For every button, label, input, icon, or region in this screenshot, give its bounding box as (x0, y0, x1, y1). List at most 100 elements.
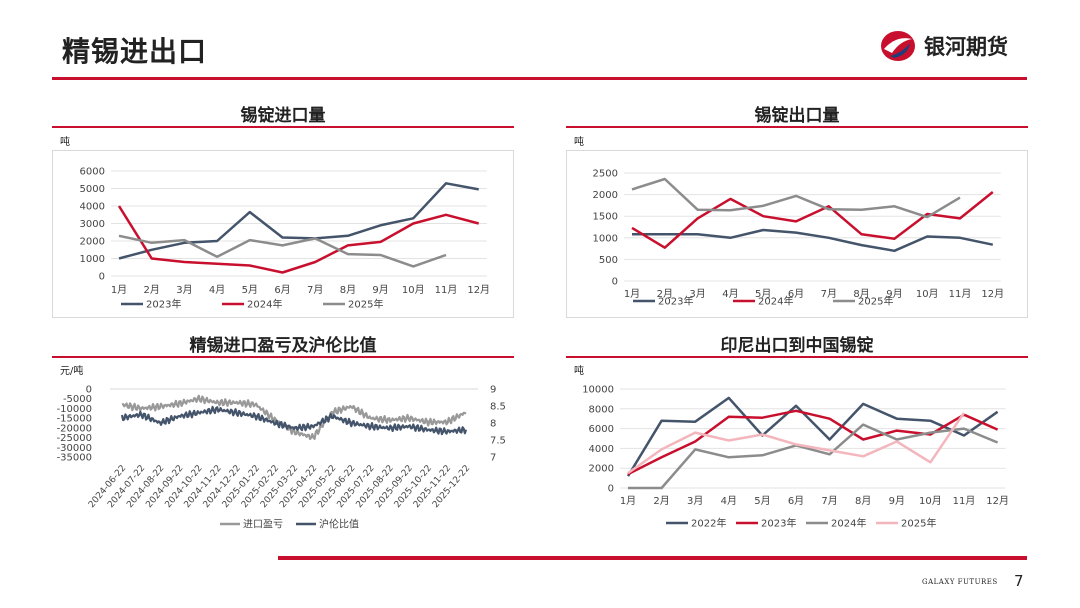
x-tick-label: 6月 (788, 495, 804, 507)
x-tick-label: 5月 (754, 495, 770, 507)
y-tick-label: 0 (608, 484, 614, 495)
panel-divider (566, 356, 1028, 358)
x-tick-label: 2月 (657, 288, 673, 300)
legend-label: 2024年 (831, 517, 866, 530)
y-tick-label: 0 (86, 385, 92, 396)
x-tick-label: 10月 (402, 284, 425, 296)
unit-label: 吨 (574, 366, 584, 377)
series-line-2023年 (118, 182, 479, 260)
footer-brand: GALAXY FUTURES (922, 578, 998, 586)
y2-tick-label: 9 (490, 385, 496, 396)
x-tick-label: 8月 (853, 288, 869, 300)
x-tick-label: 5月 (755, 288, 771, 300)
brand-name: 银河期货 (924, 35, 1008, 59)
x-tick-label: 8月 (855, 495, 871, 507)
y-tick-label: 2500 (593, 169, 618, 180)
y-tick-label: 1500 (593, 212, 618, 223)
y-tick-label: 8000 (589, 404, 614, 415)
x-tick-label: 6月 (788, 288, 804, 300)
x-tick-label: 7月 (821, 288, 837, 300)
x-tick-label: 3月 (176, 284, 192, 296)
legend-label: 2023年 (761, 517, 796, 530)
y-tick-label: -5000 (63, 394, 92, 405)
x-tick-label: 12月 (467, 284, 490, 296)
x-tick-label: 1月 (624, 288, 640, 300)
series-line-沪伦比值 (120, 405, 468, 436)
y2-tick-label: 8 (490, 419, 496, 430)
panel-divider (52, 126, 514, 128)
legend-label: 2025年 (348, 298, 383, 311)
panel-title-import: 锡锭进口量 (240, 106, 326, 126)
panel-divider (566, 126, 1028, 128)
chart-import-container: 0 1000 2000 3000 4000 5000 6000 1月 2月 3月 4月 5月 6月 7月 8… (52, 150, 514, 318)
x-tick-label: 4月 (209, 284, 225, 296)
y-tick-label: 1000 (80, 254, 105, 265)
unit-label: 元/吨 (60, 366, 84, 377)
y-tick-label: 6000 (589, 424, 614, 435)
legend-label: 2024年 (758, 295, 793, 308)
legend-label: 进口盈亏 (243, 519, 283, 531)
series-line-2025年 (118, 234, 447, 268)
legend-label: 2022年 (691, 517, 726, 530)
legend-label: 沪伦比值 (319, 518, 359, 531)
unit-label: 吨 (574, 137, 584, 148)
x-tick-label: 7月 (307, 284, 323, 296)
y-tick-label: 0 (99, 272, 105, 283)
x-tick-label: 3月 (689, 288, 705, 300)
x-tick-label: 12月 (981, 288, 1004, 300)
y2-tick-label: 8.5 (490, 402, 506, 413)
x-tick-label: 7月 (821, 495, 837, 507)
y-tick-label: 6000 (80, 167, 105, 178)
y2-tick-label: 7.5 (490, 436, 506, 447)
page-title: 精锡进出口 (62, 35, 208, 68)
y-tick-label: -10000 (57, 404, 92, 415)
x-tick-label: 11月 (953, 495, 976, 507)
y-tick-label: 3000 (80, 219, 105, 230)
x-tick-label: 12月 (986, 495, 1009, 507)
x-tick-label: 4月 (722, 288, 738, 300)
y-tick-label: 5000 (80, 184, 105, 195)
legend-label: 2025年 (858, 295, 893, 308)
x-tick-label: 2月 (653, 495, 669, 507)
y-tick-label: -20000 (57, 423, 92, 434)
y-tick-label: -30000 (57, 443, 92, 454)
series-line-2024年 (117, 205, 480, 274)
chart-import-profit-ratio: 0-5000-10000-15000-20000-25000-30000-350… (57, 385, 506, 531)
chart-import-volume: 0 1000 2000 3000 4000 5000 6000 1月 2月 3月 4月 5月 6月 7月 8… (80, 167, 491, 311)
chart-export-volume: 0 500 1000 1500 2000 2500 1月 2月 3月 4月 5月 6月 7月 8月 9月 10… (593, 169, 1005, 308)
y-tick-label: 10000 (582, 385, 614, 396)
brand-logo: 银河期货 (878, 28, 1008, 64)
chart-profit-container: 0 -5000 -10000 -15000 -20000 -25000 -30000 -350… (52, 378, 512, 536)
chart-export-container: 0 500 1000 1500 2000 2500 1月 2月 3月 4月 5月 6月 7月 8月 9月 10… (566, 150, 1028, 318)
x-tick-label: 2月 (144, 284, 160, 296)
x-tick-label: 8月 (340, 284, 356, 296)
y-tick-label: 0 (612, 277, 618, 288)
x-tick-label: 11月 (949, 288, 972, 300)
y-tick-label: 4000 (80, 202, 105, 213)
x-tick-label: 3月 (687, 495, 703, 507)
x-tick-label: 4月 (721, 495, 737, 507)
x-tick-label: 6月 (274, 284, 290, 296)
galaxy-logo-icon (881, 31, 915, 61)
x-tick-label: 11月 (435, 284, 458, 296)
header-divider (52, 77, 1027, 80)
chart-indonesia-container: 0 2000 4000 6000 8000 10000 1月 2月 3月 4月 5月 6月 7月 8月 9月… (566, 378, 1026, 536)
y-tick-label: 2000 (589, 464, 614, 475)
y-tick-label: 500 (599, 255, 618, 266)
series-line-2025年 (627, 412, 966, 475)
y2-tick-label: 7 (490, 453, 496, 464)
x-tick-label: 10月 (916, 288, 939, 300)
x-tick-label: 10月 (919, 495, 942, 507)
y-tick-label: -15000 (57, 414, 92, 425)
y-tick-label: 4000 (589, 444, 614, 455)
x-tick-label: 9月 (372, 284, 388, 296)
legend-label: 2025年 (901, 517, 936, 530)
panel-divider (52, 356, 514, 358)
series-line-2025年 (631, 177, 961, 219)
legend-label: 2024年 (247, 298, 282, 311)
x-tick-label: 1月 (620, 495, 636, 507)
chart-indonesia-export: 0 2000 4000 6000 8000 10000 1月 2月 3月 4月 5月 6月 7月 8月 9月… (582, 385, 1009, 530)
unit-label: 吨 (60, 137, 70, 148)
series-line-2022年 (626, 396, 999, 477)
series-line-2023年 (632, 228, 994, 253)
